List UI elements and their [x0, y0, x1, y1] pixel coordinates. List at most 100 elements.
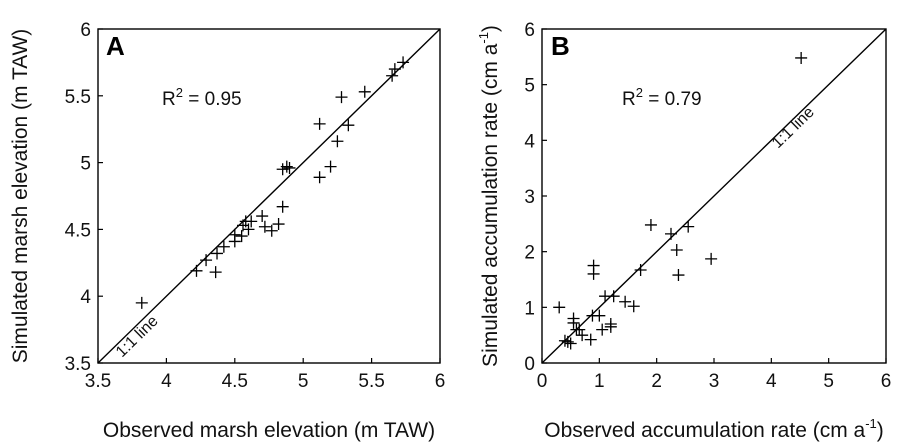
panel-b-y-tick-label: 5: [524, 76, 535, 97]
panel-b-data-point: [634, 264, 647, 277]
panel-a-y-axis-label: Simulated marsh elevation (m TAW): [9, 29, 32, 364]
panel-b-r2-superscript: 2: [636, 85, 643, 100]
panel-b-label: B: [551, 31, 570, 61]
panel-a-data-point: [242, 223, 255, 236]
panel-b-y-tick-label: 4: [524, 131, 535, 152]
panel-b-data-point: [587, 267, 600, 280]
panel-b-data-point: [607, 290, 620, 303]
panel-a-data-point: [397, 56, 410, 69]
panel-a-y-tick-label: 4.5: [65, 220, 91, 241]
panel-b-data-point: [567, 316, 580, 329]
panel-b-y-tick-labels: 0 1 2 3 4 5 6: [524, 20, 547, 375]
panel-b-x-tick-label: 2: [651, 371, 662, 392]
panel-a-x-tick-label: 6: [435, 371, 446, 392]
panel-a-data-point: [135, 296, 148, 309]
panel-a-data-point: [276, 200, 289, 213]
panel-b-data-point: [670, 243, 683, 256]
panel-b-y-axis-label-main: Simulated accumulation rate (cm a: [479, 43, 502, 367]
panel-b-data-point: [682, 220, 695, 233]
panel-a-data-point: [313, 171, 326, 184]
panel-a-data-point: [211, 247, 224, 260]
panel-b-data-point: [596, 323, 609, 336]
panel-b-y-axis-label: Simulated accumulation rate (cm a-1): [476, 25, 502, 367]
panel-b-x-tick-label: 0: [537, 371, 548, 392]
panel-a-data-point: [190, 264, 203, 277]
panel-b-data-point: [576, 329, 589, 342]
panel-a-r2-value: = 0.95: [183, 89, 242, 110]
panel-a-data-point: [217, 240, 230, 253]
panel-a-data-point: [331, 135, 344, 148]
panel-a-r2-superscript: 2: [176, 85, 183, 100]
panel-b-points: [553, 51, 808, 350]
panel-b-data-point: [573, 323, 586, 336]
panel-b-y-tick-label: 6: [524, 20, 535, 41]
panel-a-x-tick-labels: 3.5 4 4.5 5 5.5 6: [85, 358, 446, 392]
panel-a-data-point: [283, 161, 296, 174]
panel-a-data-point: [324, 160, 337, 173]
panel-b-y-tick-label: 3: [524, 187, 535, 208]
panel-a: 3.5 4 4.5 5 5.5 6 3.5 4 4.5 5 5.5 6 A R2 = 0.95 1:…: [9, 20, 445, 442]
panel-b-data-point: [795, 51, 808, 64]
panel-a-x-axis-label: Observed marsh elevation (m TAW): [103, 419, 435, 442]
panel-b-x-tick-label: 6: [881, 371, 892, 392]
panel-b-x-axis-label-superscript: -1: [865, 416, 877, 431]
panel-a-x-tick-label: 5: [298, 371, 309, 392]
panel-b-one-to-one-label: 1:1 line: [769, 104, 818, 152]
panel-a-data-point: [245, 215, 258, 228]
panel-a-data-point: [256, 210, 269, 223]
panel-b-x-axis-label-main: Observed accumulation rate (cm a: [544, 419, 865, 442]
panel-b-data-point: [665, 227, 677, 240]
panel-a-data-point: [386, 69, 399, 82]
panel-a-one-to-one-label: 1:1 line: [113, 313, 162, 361]
panel-a-data-point: [280, 160, 293, 173]
panel-b-r2-value: = 0.79: [643, 89, 702, 110]
panel-a-data-point: [258, 220, 271, 233]
panel-b-y-axis-label-superscript: -1: [476, 32, 491, 44]
panel-b-data-point: [593, 309, 606, 322]
panel-a-points: [135, 56, 410, 309]
panel-a-x-tick-label: 4: [161, 371, 172, 392]
panel-b-y-tick-label: 1: [524, 298, 535, 319]
panel-a-y-tick-labels: 3.5 4 4.5 5 5.5 6: [65, 20, 103, 375]
panel-b-data-point: [672, 269, 685, 282]
panel-b-data-point: [619, 295, 632, 308]
panel-a-data-point: [342, 119, 355, 132]
panel-b-x-tick-labels: 0 1 2 3 4 5 6: [537, 358, 892, 392]
panel-a-frame: [97, 28, 441, 364]
panel-a-x-tick-label: 3.5: [85, 371, 111, 392]
panel-b-data-point: [644, 218, 657, 231]
panel-a-y-tick-label: 4: [80, 287, 91, 308]
panel-b-x-tick-label: 4: [766, 371, 777, 392]
panel-b-data-point: [564, 337, 577, 350]
panel-a-data-point: [335, 91, 348, 104]
panel-b-data-point: [561, 335, 574, 348]
panel-a-y-tick-label: 5: [80, 154, 91, 175]
panel-b-x-axis-label: Observed accumulation rate (cm a-1): [544, 416, 884, 442]
panel-a-data-point: [272, 218, 285, 231]
panel-b-one-to-one-line: [541, 28, 887, 364]
panel-b-x-tick-label: 5: [823, 371, 834, 392]
panel-a-r2-symbol: R: [162, 89, 176, 110]
panel-b-y-axis-label-end: ): [479, 25, 502, 32]
panel-b-x-axis-label-end: ): [877, 419, 884, 442]
panel-a-data-point: [235, 230, 248, 243]
panel-b-x-tick-label: 1: [594, 371, 605, 392]
panel-a-one-to-one-line: [97, 28, 441, 364]
panel-a-y-tick-label: 3.5: [65, 354, 91, 375]
panel-a-data-point: [209, 266, 222, 279]
panel-b-r2-symbol: R: [622, 89, 636, 110]
panel-a-data-point: [265, 224, 278, 237]
panel-a-data-point: [228, 228, 241, 241]
panel-b-y-tick-label: 2: [524, 243, 535, 264]
panel-a-x-tick-label: 5.5: [358, 371, 384, 392]
panel-b-x-tick-label: 3: [709, 371, 720, 392]
panel-b-r2: R2 = 0.79: [622, 85, 702, 110]
panel-a-x-tick-label: 4.5: [222, 371, 248, 392]
panel-a-data-point: [358, 85, 371, 98]
panel-b-data-point: [705, 252, 718, 265]
panel-b-data-point: [604, 320, 617, 333]
panel-a-r2: R2 = 0.95: [162, 85, 242, 110]
panel-b-data-point: [558, 334, 571, 347]
